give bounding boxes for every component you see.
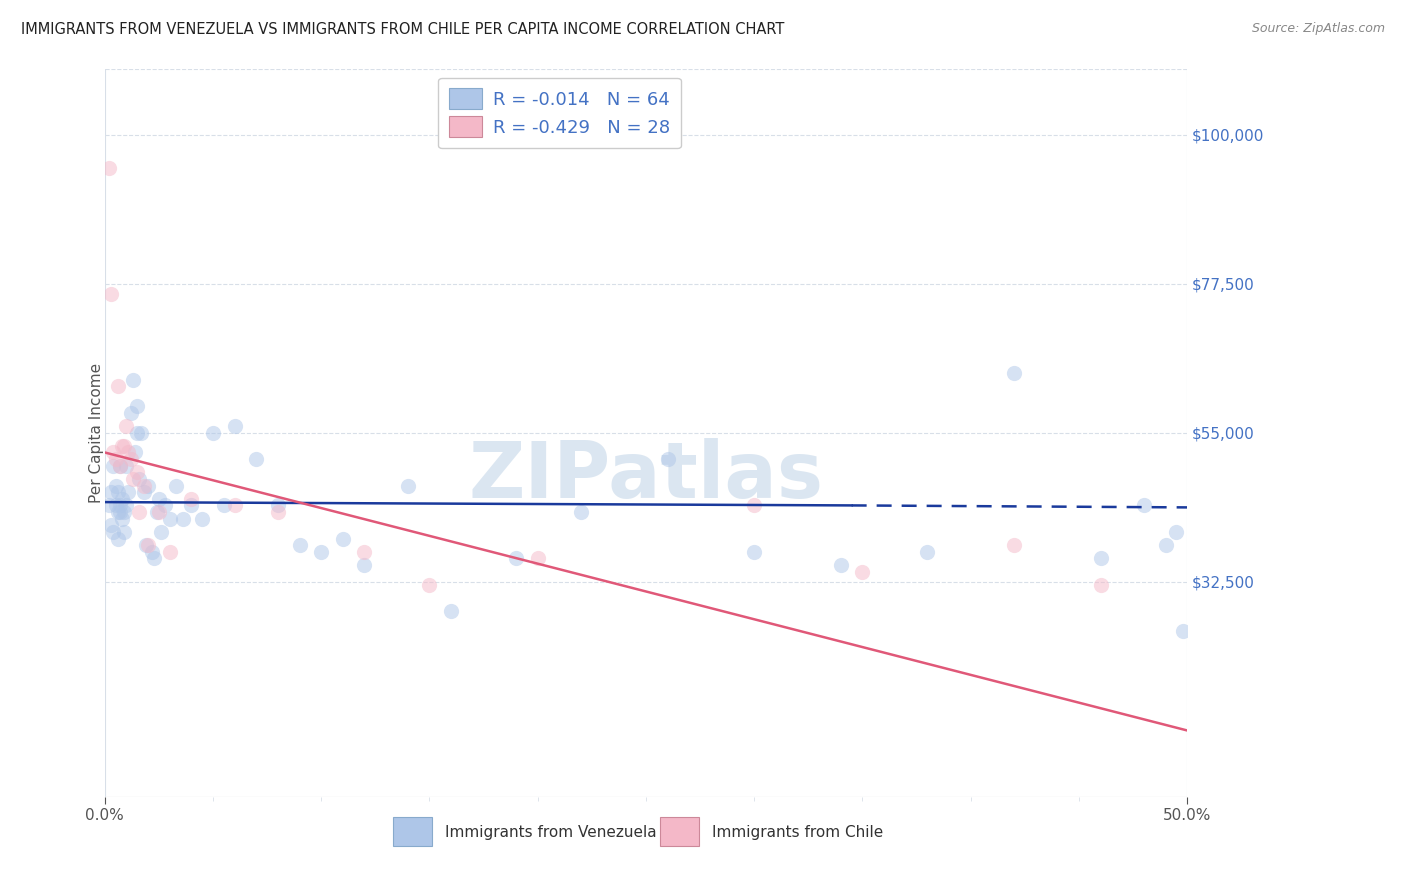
Point xyxy=(100,286,122,301)
Point xyxy=(98,161,121,175)
Point xyxy=(267,505,290,519)
Point xyxy=(127,425,149,440)
Point xyxy=(98,499,121,513)
Y-axis label: Per Capita Income: Per Capita Income xyxy=(89,362,104,503)
Point xyxy=(267,499,290,513)
Point xyxy=(128,472,150,486)
Legend: R = -0.014   N = 64, R = -0.429   N = 28: R = -0.014 N = 64, R = -0.429 N = 28 xyxy=(439,78,681,148)
Point xyxy=(1090,551,1112,566)
Point xyxy=(120,452,142,467)
Point xyxy=(742,499,765,513)
Point xyxy=(120,406,142,420)
Point xyxy=(112,524,135,539)
Point xyxy=(107,379,129,393)
Point xyxy=(159,545,181,559)
Point xyxy=(180,491,202,506)
Point xyxy=(100,485,122,500)
Point xyxy=(100,518,122,533)
Point xyxy=(526,551,548,566)
Point xyxy=(657,452,679,467)
Point xyxy=(107,532,129,546)
Point xyxy=(440,604,463,618)
Point xyxy=(505,551,527,566)
Point xyxy=(145,505,167,519)
Point xyxy=(1002,366,1025,380)
Point xyxy=(569,505,592,519)
Point xyxy=(136,478,159,492)
Point xyxy=(1171,624,1194,639)
Text: IMMIGRANTS FROM VENEZUELA VS IMMIGRANTS FROM CHILE PER CAPITA INCOME CORRELATION: IMMIGRANTS FROM VENEZUELA VS IMMIGRANTS … xyxy=(21,22,785,37)
Point xyxy=(117,445,139,459)
Point xyxy=(396,478,419,492)
Point xyxy=(159,511,181,525)
Point xyxy=(1133,499,1156,513)
Point xyxy=(115,419,138,434)
Point xyxy=(124,445,146,459)
Point xyxy=(1154,538,1177,552)
Point xyxy=(141,545,163,559)
Point xyxy=(104,499,127,513)
Text: Immigrants from Venezuela: Immigrants from Venezuela xyxy=(444,825,657,840)
Point xyxy=(1090,578,1112,592)
Point xyxy=(115,499,138,513)
Point xyxy=(103,524,125,539)
Point xyxy=(127,399,149,413)
Point xyxy=(172,511,194,525)
Point xyxy=(104,478,127,492)
Text: Immigrants from Chile: Immigrants from Chile xyxy=(711,825,883,840)
Point xyxy=(104,452,127,467)
Point xyxy=(353,545,375,559)
Point xyxy=(107,485,129,500)
Point xyxy=(136,538,159,552)
Point xyxy=(191,511,214,525)
Point xyxy=(132,478,155,492)
Point xyxy=(1002,538,1025,552)
Point xyxy=(131,425,153,440)
Point xyxy=(107,505,129,519)
Point xyxy=(245,452,267,467)
Point xyxy=(224,419,246,434)
Point xyxy=(128,505,150,519)
Point xyxy=(103,458,125,473)
Point xyxy=(851,565,873,579)
Point xyxy=(108,505,131,519)
Point xyxy=(155,499,177,513)
Point xyxy=(917,545,939,559)
Point xyxy=(112,439,135,453)
Point xyxy=(108,458,131,473)
Point xyxy=(103,445,125,459)
Point xyxy=(332,532,354,546)
Point xyxy=(1166,524,1188,539)
Point xyxy=(135,538,157,552)
Point xyxy=(132,485,155,500)
Point xyxy=(201,425,224,440)
Point xyxy=(111,491,134,506)
Point xyxy=(127,466,149,480)
Point xyxy=(121,472,143,486)
Point xyxy=(111,511,134,525)
Text: ZIPatlas: ZIPatlas xyxy=(468,438,824,515)
Point xyxy=(309,545,332,559)
Point xyxy=(148,491,170,506)
Point xyxy=(121,373,143,387)
Point xyxy=(149,524,172,539)
Point xyxy=(108,458,131,473)
Point xyxy=(212,499,235,513)
Point xyxy=(111,439,134,453)
Point xyxy=(165,478,187,492)
Point xyxy=(288,538,311,552)
Text: Source: ZipAtlas.com: Source: ZipAtlas.com xyxy=(1251,22,1385,36)
Point xyxy=(143,551,166,566)
Point xyxy=(148,505,170,519)
Point xyxy=(353,558,375,572)
Point xyxy=(108,499,131,513)
Point xyxy=(742,545,765,559)
Point xyxy=(224,499,246,513)
Point xyxy=(830,558,852,572)
Point xyxy=(115,458,138,473)
Point xyxy=(112,505,135,519)
Point xyxy=(117,485,139,500)
Point xyxy=(418,578,440,592)
Point xyxy=(180,499,202,513)
